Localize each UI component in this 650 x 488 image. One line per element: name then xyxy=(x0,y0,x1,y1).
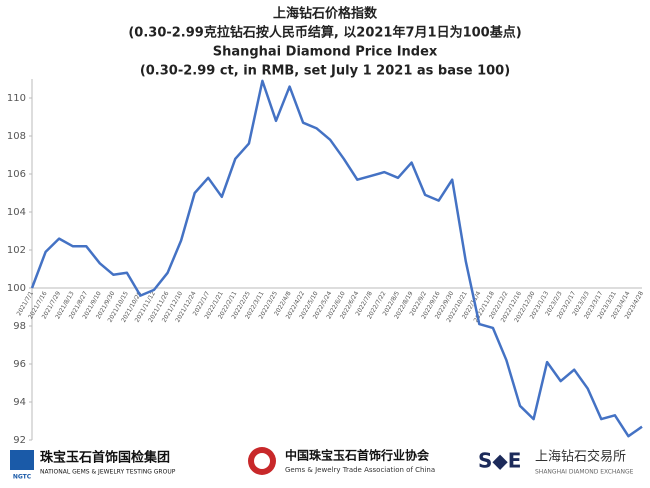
logo-text: 上海钻石交易所 xyxy=(535,449,626,465)
y-tick-label: 92 xyxy=(13,435,26,446)
chart-title: 上海钻石价格指数 xyxy=(273,6,378,22)
y-tick-label: 104 xyxy=(7,207,26,218)
logo-text: S◆E xyxy=(478,449,521,473)
y-tick-label: 108 xyxy=(7,131,26,142)
line xyxy=(30,79,643,438)
logo-ngtc: NGTC 珠宝玉石首饰国检集团 NATIONAL GEMS & JEWELRY … xyxy=(10,450,176,481)
chart-subtitle-en: (0.30-2.99 ct, in RMB, set July 1 2021 a… xyxy=(140,64,510,79)
logo-icon xyxy=(10,450,34,470)
y-tick-label: 110 xyxy=(7,93,26,104)
logo-text: SHANGHAI DIAMOND EXCHANGE xyxy=(535,469,634,476)
logo-gac: 中国珠宝玉石首饰行业协会 Gems & Jewelry Trade Associ… xyxy=(248,447,435,475)
logo-icon xyxy=(254,453,270,469)
y-tick-label: 102 xyxy=(7,245,26,256)
logo-text: NATIONAL GEMS & JEWELRY TESTING GROUP xyxy=(40,469,176,476)
chart-title-en: Shanghai Diamond Price Index xyxy=(213,45,438,60)
chart-subtitle: (0.30-2.99克拉钻石按人民币结算, 以2021年7月1日为100基点) xyxy=(128,25,521,41)
logo-text: 珠宝玉石首饰国检集团 xyxy=(40,450,170,466)
logo-text: 中国珠宝玉石首饰行业协会 xyxy=(285,448,430,463)
logo-text: NGTC xyxy=(13,474,32,481)
y-tick-label: 94 xyxy=(13,397,26,408)
y-tick-label: 98 xyxy=(13,321,26,332)
y-tick-label: 96 xyxy=(13,359,26,370)
logo-text: Gems & Jewelry Trade Association of Chin… xyxy=(285,466,435,474)
y-tick-label: 100 xyxy=(7,283,26,294)
y-tick-label: 106 xyxy=(7,169,26,180)
logo-sde: S◆E 上海钻石交易所 SHANGHAI DIAMOND EXCHANGE xyxy=(478,449,634,476)
